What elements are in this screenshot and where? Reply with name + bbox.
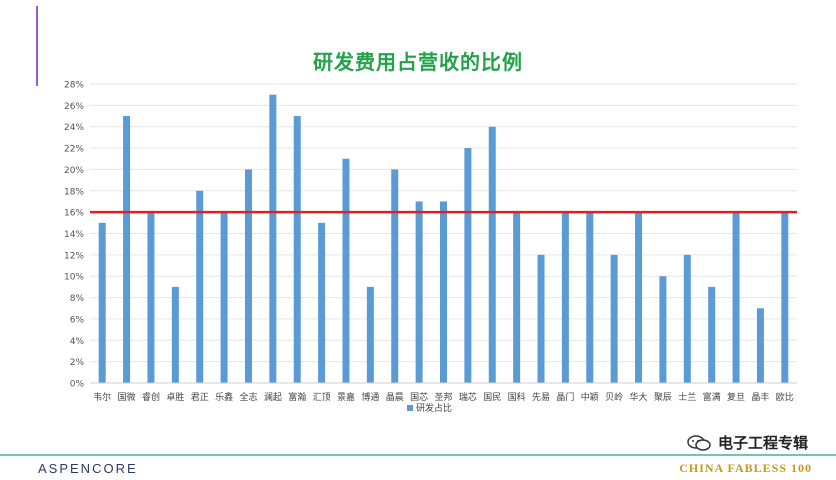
bar [488,126,496,383]
aspencore-logo: ASPENCORE [38,461,138,476]
x-tick-label: 国民 [483,392,501,403]
legend-label: 研发占比 [416,402,452,414]
x-tick-label: 睿创 [142,391,160,403]
x-tick-label: 欧比 [776,391,794,403]
china-fabless-logo: CHINA FABLESS 100 [679,461,812,475]
x-tick-label: 晶晨 [386,392,404,403]
y-tick-label: 28% [64,81,84,91]
x-tick-label: 聚辰 [654,392,672,403]
bar [610,254,618,383]
bar [196,190,204,383]
footer-divider [0,454,836,456]
y-tick-label: 8% [70,294,85,304]
y-tick-label: 12% [64,251,84,261]
x-tick-label: 华大 [630,391,648,403]
x-tick-label: 韦尔 [93,391,111,403]
bar [659,276,667,383]
bar [415,201,423,383]
x-tick-label: 晶门 [556,391,574,403]
y-tick-label: 0% [70,380,85,390]
x-tick-label: 圣邦 [434,391,452,403]
bar [244,169,252,383]
bar [635,212,643,383]
x-tick-label: 博通 [361,391,379,403]
y-tick-label: 16% [64,209,84,219]
bar [342,158,350,383]
bar [269,94,277,383]
bar [513,212,521,383]
y-tick-label: 4% [70,337,85,347]
accent-bar [36,6,38,86]
bar [147,212,155,383]
x-tick-label: 澜起 [264,392,282,403]
x-tick-label: 汇顶 [313,392,331,403]
x-tick-label: 晶丰 [751,391,769,403]
y-tick-label: 18% [64,187,84,197]
bar [123,116,131,384]
y-tick-label: 6% [70,315,85,325]
bar [683,254,691,383]
x-tick-label: 富瀚 [288,391,306,403]
y-tick-label: 10% [64,273,84,283]
y-tick-label: 24% [64,123,84,133]
x-tick-label: 君正 [191,392,209,403]
x-tick-label: 中颖 [581,391,599,403]
x-tick-label: 国芯 [410,391,428,403]
chart-title: 研发费用占营收的比例 [313,50,523,74]
bar [440,201,447,383]
bar [391,169,399,383]
bar [293,116,301,384]
y-tick-label: 20% [64,166,84,176]
x-tick-label: 复旦 [727,391,745,403]
bar [708,286,716,383]
x-tick-label: 景嘉 [337,391,355,403]
y-tick-label: 22% [64,145,84,155]
bar [318,222,326,383]
bar [464,148,472,383]
x-tick-label: 瑞芯 [459,391,477,403]
x-tick-label: 士兰 [678,391,696,403]
bar [98,222,106,383]
watermark: 电子工程专辑 [686,432,808,453]
bar [220,212,228,383]
x-tick-label: 乐鑫 [215,391,233,403]
y-tick-label: 14% [64,230,84,240]
bar [781,212,789,383]
bar [756,308,764,383]
watermark-text: 电子工程专辑 [717,434,808,452]
bar [586,212,594,383]
bar [537,254,545,383]
bar [732,212,740,383]
bar [171,286,179,383]
x-tick-label: 卓胜 [166,391,184,403]
x-tick-label: 先易 [532,391,550,403]
bar [366,286,374,383]
x-tick-label: 贝岭 [605,391,623,403]
x-tick-label: 富满 [703,391,721,403]
x-tick-label: 国科 [508,391,526,403]
x-tick-label: 国微 [118,391,136,403]
y-tick-label: 26% [64,102,84,112]
legend-swatch [407,405,413,411]
x-tick-label: 全志 [239,391,257,403]
y-tick-label: 2% [70,358,85,368]
wechat-icon [687,434,711,451]
bar [561,212,569,383]
